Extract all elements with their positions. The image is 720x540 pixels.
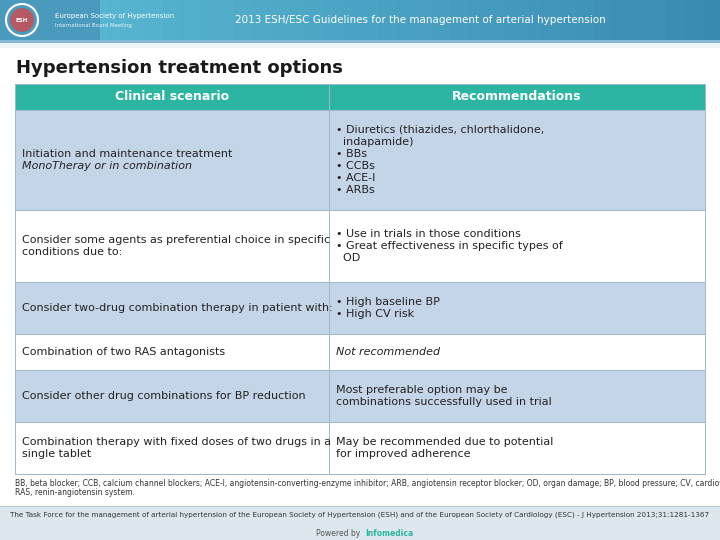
Bar — [90, 0, 109, 40]
Text: • Great effectiveness in specific types of: • Great effectiveness in specific types … — [336, 241, 563, 251]
Text: Most preferable option may be: Most preferable option may be — [336, 385, 508, 395]
Bar — [540, 0, 559, 40]
Text: for improved adherence: for improved adherence — [336, 449, 470, 459]
Bar — [144, 0, 163, 40]
Bar — [558, 0, 577, 40]
Bar — [288, 0, 307, 40]
Text: Consider two-drug combination therapy in patient with:: Consider two-drug combination therapy in… — [22, 303, 333, 313]
Bar — [324, 0, 343, 40]
Bar — [162, 0, 181, 40]
Bar — [414, 0, 433, 40]
Bar — [54, 0, 73, 40]
Bar — [378, 0, 397, 40]
Bar — [18, 0, 37, 40]
Text: Not recommended: Not recommended — [336, 347, 440, 357]
Text: conditions due to:: conditions due to: — [22, 247, 122, 257]
Bar — [342, 0, 361, 40]
Bar — [630, 0, 649, 40]
Text: Infomedica: Infomedica — [365, 529, 413, 537]
Bar — [15, 370, 705, 422]
Text: • Use in trials in those conditions: • Use in trials in those conditions — [336, 229, 521, 239]
Bar — [522, 0, 541, 40]
Bar — [396, 0, 415, 40]
Bar — [72, 0, 91, 40]
Text: International Board Meeting: International Board Meeting — [55, 23, 132, 28]
Bar — [468, 0, 487, 40]
Bar — [0, 0, 100, 40]
Bar — [0, 0, 19, 40]
Bar — [702, 0, 720, 40]
Text: MonoTheray or in combination: MonoTheray or in combination — [22, 161, 192, 171]
Bar — [15, 84, 705, 110]
Text: Clinical scenario: Clinical scenario — [115, 91, 229, 104]
Text: single tablet: single tablet — [22, 449, 91, 459]
Text: • High CV risk: • High CV risk — [336, 309, 414, 319]
Bar — [504, 0, 523, 40]
Bar — [450, 0, 469, 40]
Bar — [432, 0, 451, 40]
Text: RAS, renin-angiotensin system.: RAS, renin-angiotensin system. — [15, 488, 135, 497]
Text: Recommendations: Recommendations — [452, 91, 582, 104]
Bar — [15, 422, 705, 474]
Text: • High baseline BP: • High baseline BP — [336, 297, 440, 307]
Text: May be recommended due to potential: May be recommended due to potential — [336, 437, 554, 447]
Text: • Diuretics (thiazides, chlorthalidone,: • Diuretics (thiazides, chlorthalidone, — [336, 125, 544, 135]
Bar — [486, 0, 505, 40]
Text: • BBs: • BBs — [336, 149, 367, 159]
Bar — [15, 282, 705, 334]
Bar — [576, 0, 595, 40]
Bar — [15, 110, 705, 210]
Bar — [108, 0, 127, 40]
Circle shape — [10, 8, 34, 32]
Bar — [270, 0, 289, 40]
Text: Consider some agents as preferential choice in specific: Consider some agents as preferential cho… — [22, 235, 330, 245]
Text: Consider other drug combinations for BP reduction: Consider other drug combinations for BP … — [22, 391, 305, 401]
Text: 2013 ESH/ESC Guidelines for the management of arterial hypertension: 2013 ESH/ESC Guidelines for the manageme… — [235, 15, 606, 25]
Bar — [180, 0, 199, 40]
Text: ESH: ESH — [16, 17, 28, 23]
Bar — [666, 0, 685, 40]
Text: Combination of two RAS antagonists: Combination of two RAS antagonists — [22, 347, 225, 357]
Bar — [684, 0, 703, 40]
Text: indapamide): indapamide) — [336, 137, 413, 147]
Bar — [126, 0, 145, 40]
Bar — [15, 334, 705, 370]
Text: Initiation and maintenance treatment: Initiation and maintenance treatment — [22, 149, 233, 159]
Text: • CCBs: • CCBs — [336, 161, 375, 171]
Bar — [198, 0, 217, 40]
Text: OD: OD — [336, 253, 360, 263]
Bar — [252, 0, 271, 40]
Bar — [648, 0, 667, 40]
Text: BB, beta blocker; CCB, calcium channel blockers; ACE-I, angiotensin-converting-e: BB, beta blocker; CCB, calcium channel b… — [15, 479, 720, 488]
Text: • ARBs: • ARBs — [336, 185, 374, 195]
Text: • ACE-I: • ACE-I — [336, 173, 375, 183]
Bar — [360, 0, 379, 40]
Text: The Task Force for the management of arterial hypertension of the European Socie: The Task Force for the management of art… — [10, 512, 710, 518]
Bar — [234, 0, 253, 40]
Bar — [36, 0, 55, 40]
Bar — [0, 40, 720, 48]
Bar — [0, 506, 720, 540]
Bar — [15, 84, 705, 474]
Text: European Society of Hypertension: European Society of Hypertension — [55, 13, 174, 19]
Bar — [216, 0, 235, 40]
Text: Hypertension treatment options: Hypertension treatment options — [16, 59, 343, 77]
Bar — [594, 0, 613, 40]
Bar — [306, 0, 325, 40]
Bar — [15, 210, 705, 282]
Text: Combination therapy with fixed doses of two drugs in a: Combination therapy with fixed doses of … — [22, 437, 331, 447]
Text: Powered by: Powered by — [316, 529, 360, 537]
Bar — [612, 0, 631, 40]
Text: combinations successfully used in trial: combinations successfully used in trial — [336, 397, 552, 407]
